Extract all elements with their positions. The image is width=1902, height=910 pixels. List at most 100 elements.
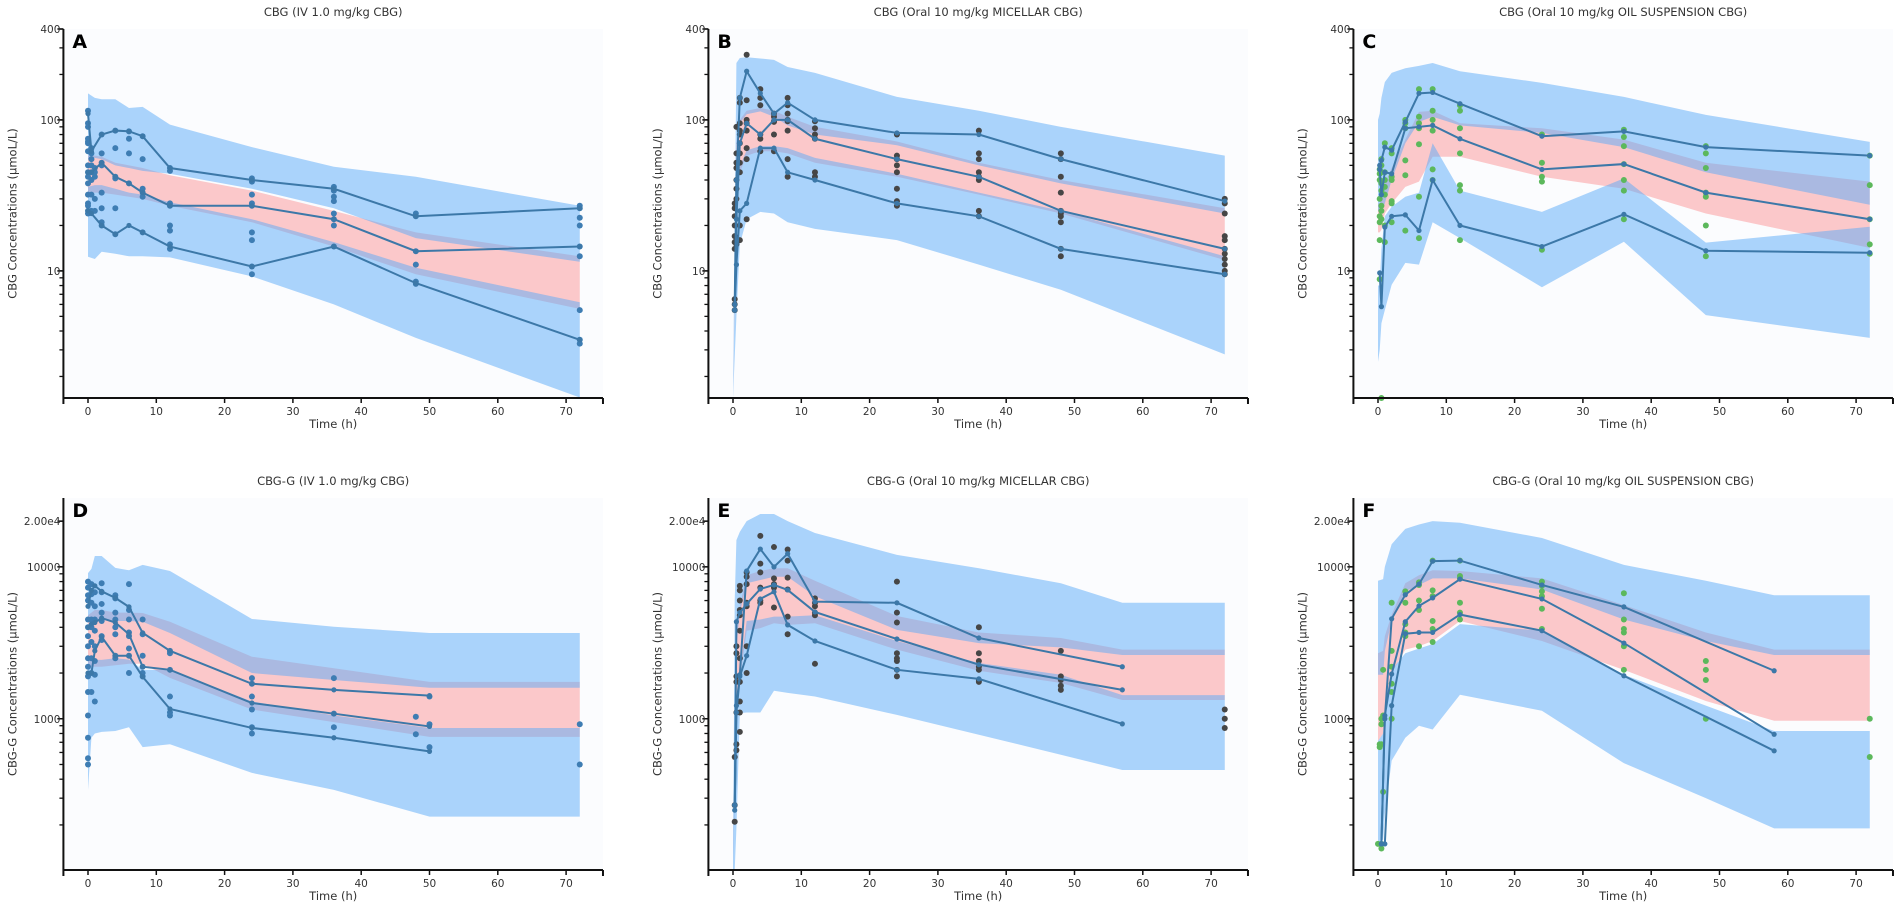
- y-tick-label: 10: [1337, 266, 1350, 278]
- observed-p95-marker: [249, 177, 255, 183]
- observed-p50-marker: [757, 131, 763, 138]
- observed-p50-marker: [99, 615, 105, 621]
- observed-p50-marker: [1378, 192, 1385, 198]
- observed-point: [1866, 715, 1873, 722]
- observed-p50-marker: [1703, 190, 1709, 196]
- observed-p5-marker: [1402, 212, 1408, 218]
- observed-p95-marker: [331, 687, 337, 693]
- observed-point: [1866, 754, 1873, 761]
- observed-p5-marker: [744, 653, 750, 659]
- observed-point: [736, 597, 743, 604]
- observed-p95-marker: [1389, 616, 1395, 622]
- observed-point: [1057, 150, 1064, 157]
- observed-p50-marker: [249, 700, 255, 706]
- panel-title: CBG (IV 1.0 mg/kg CBG): [264, 5, 403, 19]
- observed-point: [1702, 150, 1709, 157]
- observed-point: [248, 229, 255, 236]
- observed-p50-marker: [112, 619, 118, 626]
- observed-point: [736, 728, 743, 735]
- observed-p5-marker: [1119, 721, 1125, 727]
- observed-point: [1702, 253, 1709, 260]
- x-tick-label: 60: [491, 406, 504, 418]
- observed-point: [1620, 666, 1627, 673]
- x-axis-label: Time (h): [308, 417, 357, 431]
- observed-p5-marker: [1539, 243, 1545, 250]
- x-tick-label: 40: [1645, 878, 1658, 890]
- observed-p5-marker: [331, 243, 337, 250]
- observed-point: [248, 693, 255, 700]
- observed-p5-line: [1378, 177, 1870, 307]
- observed-point: [412, 261, 419, 268]
- observed-point: [166, 712, 173, 719]
- observed-p50-marker: [140, 664, 146, 670]
- x-axis-label: Time (h): [953, 889, 1002, 903]
- observed-p5-marker: [99, 222, 105, 229]
- observed-p5-line: [1381, 613, 1775, 845]
- observed-p95-marker: [1457, 101, 1463, 107]
- observed-point: [811, 125, 818, 132]
- observed-point: [248, 675, 255, 682]
- observed-point: [975, 156, 982, 163]
- observed-point: [1221, 715, 1228, 722]
- observed-point: [1378, 202, 1385, 209]
- observed-p50-marker: [733, 216, 740, 222]
- observed-p95-marker: [140, 133, 146, 139]
- panel-letter: E: [717, 500, 730, 522]
- observed-point: [743, 51, 750, 58]
- x-tick-label: 60: [1781, 406, 1794, 418]
- observed-point: [576, 222, 583, 229]
- panel-letter: F: [1362, 500, 1375, 522]
- observed-point: [88, 156, 95, 163]
- observed-point: [1620, 616, 1627, 623]
- observed-p50-marker: [1382, 712, 1388, 719]
- observed-point: [248, 237, 255, 244]
- observed-point: [1415, 597, 1422, 604]
- observed-p50-marker: [1771, 731, 1777, 737]
- observed-point: [1057, 682, 1064, 689]
- observed-point: [139, 616, 146, 623]
- y-tick-label: 1000: [34, 714, 61, 726]
- observed-p95-marker: [812, 117, 818, 123]
- observed-p95-marker: [976, 635, 982, 641]
- y-tick-label: 100: [1330, 115, 1350, 127]
- observed-point: [1456, 182, 1463, 189]
- observed-point: [1415, 86, 1422, 93]
- observed-point: [975, 127, 982, 134]
- observed-p95-marker: [1430, 89, 1436, 96]
- x-tick-label: 10: [795, 878, 808, 890]
- panel-title: CBG-G (IV 1.0 mg/kg CBG): [257, 474, 409, 488]
- observed-point: [1221, 706, 1228, 713]
- observed-point: [91, 698, 98, 705]
- observed-point: [125, 645, 132, 652]
- observed-p5-marker: [426, 748, 433, 754]
- observed-p5-marker: [1222, 271, 1228, 277]
- observed-p95-marker: [85, 603, 91, 609]
- observed-point: [1378, 741, 1385, 748]
- observed-point: [757, 102, 764, 109]
- observed-point: [1456, 107, 1463, 114]
- observed-point: [1538, 178, 1545, 185]
- observed-point: [1402, 172, 1409, 179]
- observed-p95-marker: [976, 131, 982, 138]
- observed-point: [1456, 616, 1463, 623]
- observed-point: [1221, 261, 1228, 268]
- observed-point: [784, 110, 791, 117]
- observed-point: [1429, 639, 1436, 646]
- x-axis-label: Time (h): [953, 417, 1002, 431]
- observed-point: [736, 582, 743, 589]
- observed-point: [112, 631, 119, 638]
- x-tick-label: 40: [355, 878, 368, 890]
- observed-p95-marker: [167, 165, 173, 171]
- x-tick-label: 20: [1508, 878, 1521, 890]
- observed-p5-marker: [757, 145, 763, 151]
- observed-p95-marker: [894, 130, 900, 136]
- observed-point: [893, 578, 900, 585]
- observed-p50-marker: [771, 117, 777, 123]
- observed-p5-marker: [771, 589, 777, 595]
- observed-p5-marker: [112, 231, 118, 237]
- x-tick-label: 40: [1000, 406, 1013, 418]
- observed-point: [1415, 193, 1422, 200]
- observed-point: [975, 169, 982, 176]
- observed-point: [125, 616, 132, 623]
